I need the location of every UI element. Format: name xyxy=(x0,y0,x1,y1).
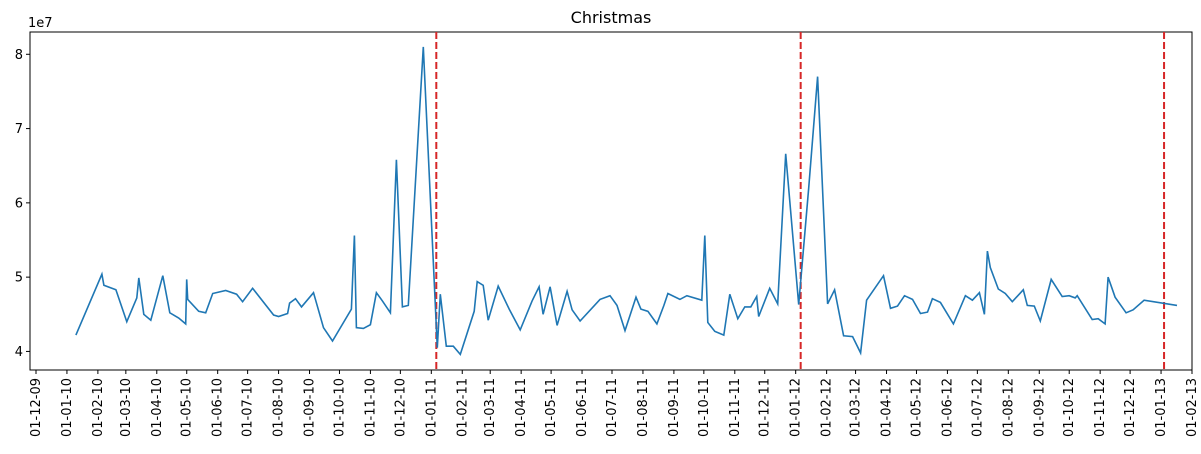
x-tick-label: 01-01-11 xyxy=(424,378,439,437)
series-line xyxy=(75,46,1178,357)
y-axis: 4 5 6 7 8 xyxy=(15,48,30,360)
y-tick-label: 4 xyxy=(15,345,23,360)
x-tick-label: 01-08-11 xyxy=(636,378,651,437)
x-tick-label: 01-03-10 xyxy=(119,378,134,437)
x-tick-label: 01-07-11 xyxy=(605,378,620,437)
x-axis: 01-12-09 01-01-10 01-02-10 01-03-10 01-04-10… xyxy=(29,370,1200,437)
x-tick-label: 01-11-11 xyxy=(728,378,743,437)
x-tick-label: 01-03-12 xyxy=(849,378,864,437)
x-tick-label: 01-05-11 xyxy=(544,378,559,437)
x-tick-label: 01-05-10 xyxy=(180,378,195,437)
x-tick-label: 01-12-11 xyxy=(758,378,773,437)
x-tick-label: 01-09-11 xyxy=(667,378,682,437)
x-tick-label: 01-11-10 xyxy=(363,378,378,437)
x-tick-label: 01-10-10 xyxy=(332,378,347,437)
y-tick-label: 8 xyxy=(15,48,23,63)
x-tick-label: 01-08-12 xyxy=(1001,378,1016,437)
x-tick-label: 01-02-11 xyxy=(455,378,470,437)
x-tick-label: 01-04-10 xyxy=(150,378,165,437)
x-tick-label: 01-07-10 xyxy=(241,378,256,437)
x-tick-label: 01-02-12 xyxy=(820,378,835,437)
x-tick-label: 01-02-10 xyxy=(91,378,106,437)
x-tick-label: 01-06-11 xyxy=(575,378,590,437)
x-tick-label: 01-11-12 xyxy=(1093,378,1108,437)
x-tick-label: 01-12-09 xyxy=(29,378,44,437)
x-tick-label: 01-08-10 xyxy=(272,378,287,437)
x-tick-label: 01-10-12 xyxy=(1062,378,1077,437)
x-tick-label: 01-02-13 xyxy=(1185,378,1200,437)
axes-frame xyxy=(29,31,1193,371)
x-tick-label: 01-07-12 xyxy=(970,378,985,437)
x-tick-label: 01-10-11 xyxy=(697,378,712,437)
x-tick-label: 01-06-12 xyxy=(940,378,955,437)
x-tick-label: 01-05-12 xyxy=(909,378,924,437)
y-tick-label: 7 xyxy=(15,122,23,137)
y-exponent-label: 1e7 xyxy=(28,16,53,31)
x-tick-label: 01-04-11 xyxy=(514,378,529,437)
chart-title: Christmas xyxy=(571,8,652,27)
plot-area xyxy=(29,31,1193,371)
vlines-layer xyxy=(435,32,1166,370)
x-tick-label: 01-01-12 xyxy=(789,378,804,437)
x-tick-label: 01-09-12 xyxy=(1032,378,1047,437)
y-tick-label: 6 xyxy=(15,196,23,211)
x-tick-label: 01-12-10 xyxy=(393,378,408,437)
x-tick-label: 01-03-11 xyxy=(483,378,498,437)
x-tick-label: 01-04-12 xyxy=(880,378,895,437)
x-tick-label: 01-09-10 xyxy=(303,378,318,437)
x-tick-label: 01-12-12 xyxy=(1123,378,1138,437)
y-tick-label: 5 xyxy=(15,271,23,286)
x-tick-label: 01-01-10 xyxy=(60,378,75,437)
x-tick-label: 01-06-10 xyxy=(211,378,226,437)
x-tick-label: 01-01-13 xyxy=(1154,378,1169,437)
